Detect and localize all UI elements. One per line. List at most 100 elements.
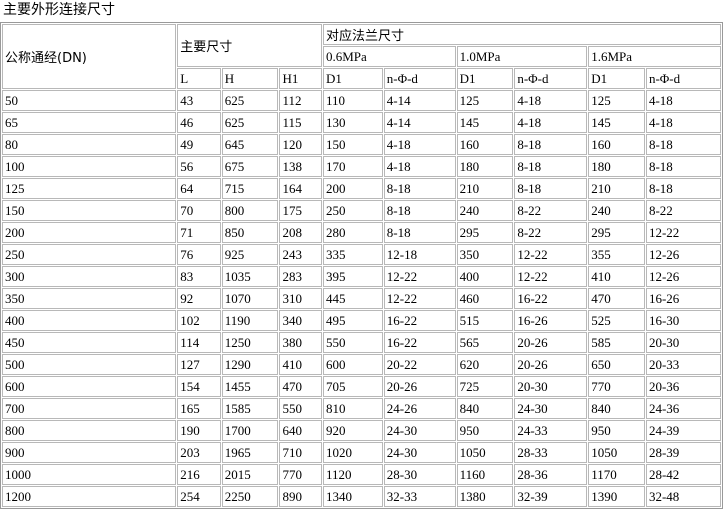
table-cell: 24-30 — [383, 420, 456, 441]
table-cell: 1190 — [221, 310, 279, 331]
table-cell: 625 — [221, 112, 279, 133]
table-cell: 32-48 — [645, 486, 721, 507]
table-cell: 12-26 — [645, 266, 721, 287]
header-pressure-0.6: 0.6MPa — [322, 46, 456, 67]
table-cell: 1390 — [588, 486, 645, 507]
table-cell: 410 — [588, 266, 645, 287]
table-cell: 950 — [456, 420, 514, 441]
table-cell: 335 — [322, 244, 383, 265]
table-cell: 500 — [2, 354, 177, 375]
column-header: L — [177, 68, 221, 89]
table-cell: 310 — [279, 288, 322, 309]
table-cell: 650 — [588, 354, 645, 375]
table-cell: 550 — [322, 332, 383, 353]
table-cell: 210 — [588, 178, 645, 199]
table-cell: 410 — [279, 354, 322, 375]
table-cell: 1455 — [221, 376, 279, 397]
table-cell: 125 — [456, 90, 514, 111]
table-row: 300 83 1035 283 395 12-22 400 12-22 410 12-26 — [2, 266, 721, 287]
table-cell: 8-18 — [514, 178, 588, 199]
table-cell: 250 — [322, 200, 383, 221]
table-cell: 150 — [322, 134, 383, 155]
table-cell: 445 — [322, 288, 383, 309]
table-cell: 12-22 — [514, 266, 588, 287]
table-cell: 125 — [588, 90, 645, 111]
table-cell: 100 — [2, 156, 177, 177]
table-cell: 4-18 — [645, 90, 721, 111]
table-row: 600 154 1455 470 705 20-26 725 20-30 770 20-36 — [2, 376, 721, 397]
table-cell: 710 — [279, 442, 322, 463]
table-cell: 56 — [177, 156, 221, 177]
table-row: 125 64 715 164 200 8-18 210 8-18 210 8-18 — [2, 178, 721, 199]
table-cell: 216 — [177, 464, 221, 485]
table-cell: 8-18 — [383, 178, 456, 199]
table-cell: 840 — [588, 398, 645, 419]
page-title: 主要外形连接尺寸 — [3, 2, 115, 18]
table-cell: 12-22 — [383, 266, 456, 287]
table-cell: 840 — [456, 398, 514, 419]
table-cell: 32-33 — [383, 486, 456, 507]
table-cell: 280 — [322, 222, 383, 243]
table-cell: 1035 — [221, 266, 279, 287]
table-cell: 150 — [2, 200, 177, 221]
table-cell: 203 — [177, 442, 221, 463]
table-cell: 120 — [279, 134, 322, 155]
table-cell: 355 — [588, 244, 645, 265]
table-cell: 350 — [2, 288, 177, 309]
table-cell: 470 — [588, 288, 645, 309]
table-cell: 28-33 — [514, 442, 588, 463]
table-cell: 12-26 — [645, 244, 721, 265]
table-cell: 4-18 — [514, 112, 588, 133]
table-cell: 1700 — [221, 420, 279, 441]
table-cell: 675 — [221, 156, 279, 177]
table-cell: 1070 — [221, 288, 279, 309]
table-cell: 525 — [588, 310, 645, 331]
table-cell: 20-26 — [383, 376, 456, 397]
table-cell: 28-36 — [514, 464, 588, 485]
table-cell: 1965 — [221, 442, 279, 463]
table-row: 450 114 1250 380 550 16-22 565 20-26 585 20-30 — [2, 332, 721, 353]
table-cell: 8-18 — [514, 134, 588, 155]
column-header: n-Φ-d — [645, 68, 721, 89]
table-cell: 43 — [177, 90, 221, 111]
header-pressure-1.0: 1.0MPa — [456, 46, 588, 67]
table-cell: 12-22 — [383, 288, 456, 309]
table-cell: 110 — [322, 90, 383, 111]
table-cell: 24-39 — [645, 420, 721, 441]
table-cell: 80 — [2, 134, 177, 155]
table-cell: 145 — [588, 112, 645, 133]
table-cell: 165 — [177, 398, 221, 419]
table-cell: 20-22 — [383, 354, 456, 375]
table-cell: 28-30 — [383, 464, 456, 485]
table-cell: 850 — [221, 222, 279, 243]
table-cell: 1250 — [221, 332, 279, 353]
table-cell: 208 — [279, 222, 322, 243]
column-header: n-Φ-d — [514, 68, 588, 89]
table-cell: 300 — [2, 266, 177, 287]
table-cell: 16-26 — [514, 310, 588, 331]
table-cell: 115 — [279, 112, 322, 133]
table-cell: 395 — [322, 266, 383, 287]
table-cell: 4-18 — [514, 90, 588, 111]
table-cell: 24-33 — [514, 420, 588, 441]
table-cell: 350 — [456, 244, 514, 265]
table-cell: 32-39 — [514, 486, 588, 507]
table-cell: 170 — [322, 156, 383, 177]
table-cell: 24-26 — [383, 398, 456, 419]
table-cell: 640 — [279, 420, 322, 441]
table-cell: 8-18 — [514, 156, 588, 177]
header-main-dims: 主要尺寸 — [177, 24, 322, 67]
table-cell: 800 — [2, 420, 177, 441]
table-cell: 24-30 — [383, 442, 456, 463]
table-cell: 400 — [2, 310, 177, 331]
table-cell: 700 — [2, 398, 177, 419]
table-cell: 127 — [177, 354, 221, 375]
table-cell: 50 — [2, 90, 177, 111]
table-cell: 470 — [279, 376, 322, 397]
table-cell: 20-36 — [645, 376, 721, 397]
table-cell: 112 — [279, 90, 322, 111]
table-cell: 8-22 — [514, 200, 588, 221]
table-cell: 12-22 — [514, 244, 588, 265]
table-cell: 8-22 — [645, 200, 721, 221]
table-cell: 550 — [279, 398, 322, 419]
